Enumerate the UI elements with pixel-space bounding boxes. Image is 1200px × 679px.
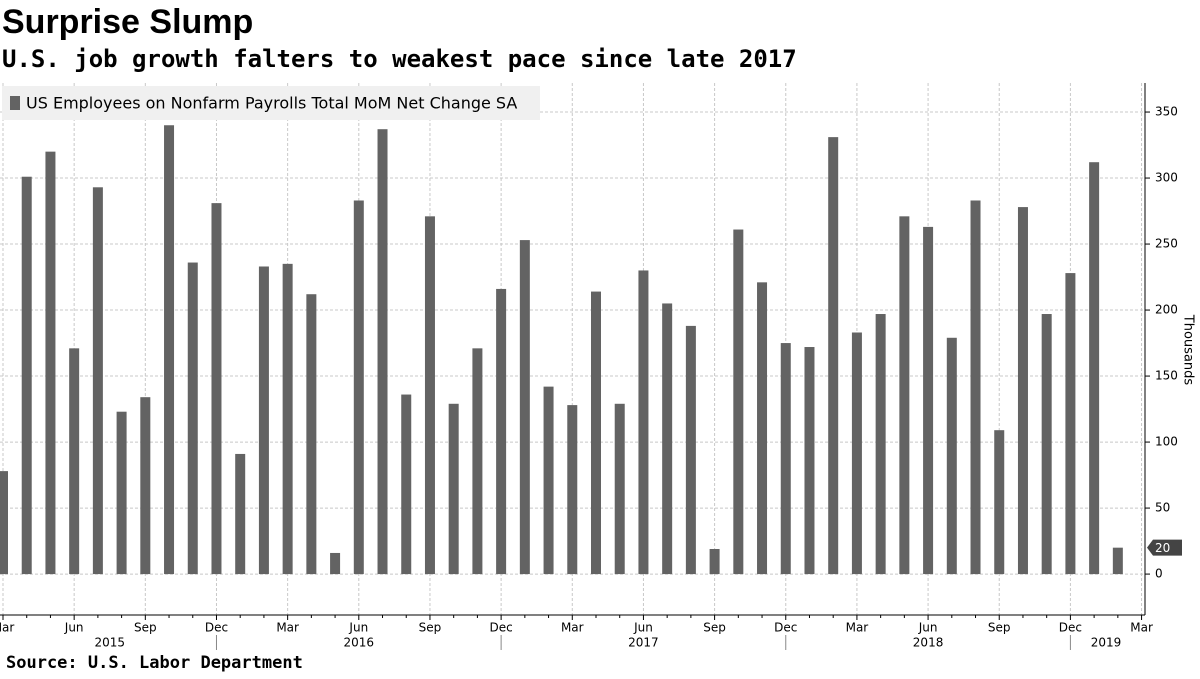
- x-tick-label: Sep: [703, 621, 726, 635]
- bar: [0, 471, 8, 575]
- x-tick-label: Jun: [348, 621, 368, 635]
- bar: [45, 151, 56, 575]
- y-tick-label: 250: [1155, 237, 1178, 251]
- bar: [116, 411, 127, 575]
- bar: [401, 394, 412, 575]
- year-label: 2019: [1091, 636, 1122, 650]
- bar: [994, 430, 1005, 575]
- bar: [282, 263, 293, 575]
- bar: [140, 397, 151, 575]
- bar: [519, 240, 530, 575]
- chart-subtitle: U.S. job growth falters to weakest pace …: [2, 45, 797, 73]
- x-tick-label: Dec: [1059, 621, 1082, 635]
- y-tick-label: 50: [1155, 501, 1170, 515]
- bar: [709, 548, 720, 575]
- bar: [330, 552, 341, 575]
- y-tick-label: 0: [1155, 567, 1163, 581]
- bar: [69, 348, 80, 575]
- bar: [875, 314, 886, 575]
- source: Source: U.S. Labor Department: [6, 653, 303, 673]
- bar: [828, 137, 839, 575]
- legend-label: US Employees on Nonfarm Payrolls Total M…: [26, 94, 517, 113]
- x-tick-label: Mar: [561, 621, 584, 635]
- bar: [92, 187, 103, 575]
- x-tick-label: Dec: [774, 621, 797, 635]
- x-tick-label: Sep: [988, 621, 1011, 635]
- y-tick-label: 150: [1155, 369, 1178, 383]
- bar: [1112, 547, 1123, 575]
- x-tick-label: Jun: [633, 621, 653, 635]
- bar: [258, 266, 269, 575]
- bar: [851, 332, 862, 575]
- bar: [591, 291, 601, 575]
- bar: [235, 453, 246, 575]
- x-tick-label: Jun: [64, 621, 84, 635]
- year-label: 2016: [344, 636, 375, 650]
- year-label: 2018: [913, 636, 944, 650]
- bar: [496, 288, 507, 575]
- bar: [970, 200, 981, 575]
- bar: [21, 176, 32, 575]
- x-tick-label: Mar: [0, 621, 14, 635]
- last-value-tag: [1147, 539, 1182, 556]
- y-tick-label: 300: [1155, 171, 1178, 185]
- bar: [1041, 314, 1052, 575]
- bar: [733, 229, 744, 575]
- chart-title: Surprise Slump: [2, 3, 253, 41]
- x-tick-label: Mar: [276, 621, 299, 635]
- last-value-label: 20: [1155, 541, 1170, 555]
- bar: [1065, 273, 1076, 575]
- bar: [472, 348, 483, 575]
- bar: [638, 270, 649, 575]
- bar: [1089, 162, 1100, 575]
- bar: [567, 405, 578, 575]
- bar: [1017, 207, 1028, 575]
- bar: [377, 129, 388, 575]
- bar: [923, 226, 934, 575]
- bar: [164, 125, 175, 575]
- year-label: 2015: [94, 636, 125, 650]
- bar: [899, 216, 910, 575]
- bar: [211, 203, 222, 575]
- legend-swatch: [10, 96, 20, 110]
- bar: [306, 294, 317, 575]
- y-tick-label: 100: [1155, 435, 1178, 449]
- bar: [448, 403, 459, 575]
- x-tick-label: Sep: [134, 621, 157, 635]
- bar: [614, 403, 625, 575]
- x-tick-label: Dec: [205, 621, 228, 635]
- y-tick-label: 350: [1155, 105, 1178, 119]
- bar: [780, 343, 791, 575]
- year-label: 2017: [628, 636, 659, 650]
- x-tick-label: Sep: [419, 621, 442, 635]
- bar: [685, 325, 696, 575]
- bar: [187, 262, 198, 575]
- x-tick-label: Mar: [1130, 621, 1153, 635]
- x-tick-label: Jun: [918, 621, 938, 635]
- bar: [757, 282, 768, 575]
- y-tick-label: 200: [1155, 303, 1178, 317]
- bar: [662, 303, 673, 575]
- x-tick-label: Mar: [846, 621, 869, 635]
- legend-box: [2, 86, 540, 120]
- x-tick-label: Dec: [490, 621, 513, 635]
- bar: [543, 386, 554, 575]
- bar: [353, 200, 364, 575]
- bar: [946, 337, 957, 575]
- bar: [424, 216, 435, 575]
- y-axis-title: Thousands: [1181, 314, 1196, 386]
- bar: [804, 347, 815, 575]
